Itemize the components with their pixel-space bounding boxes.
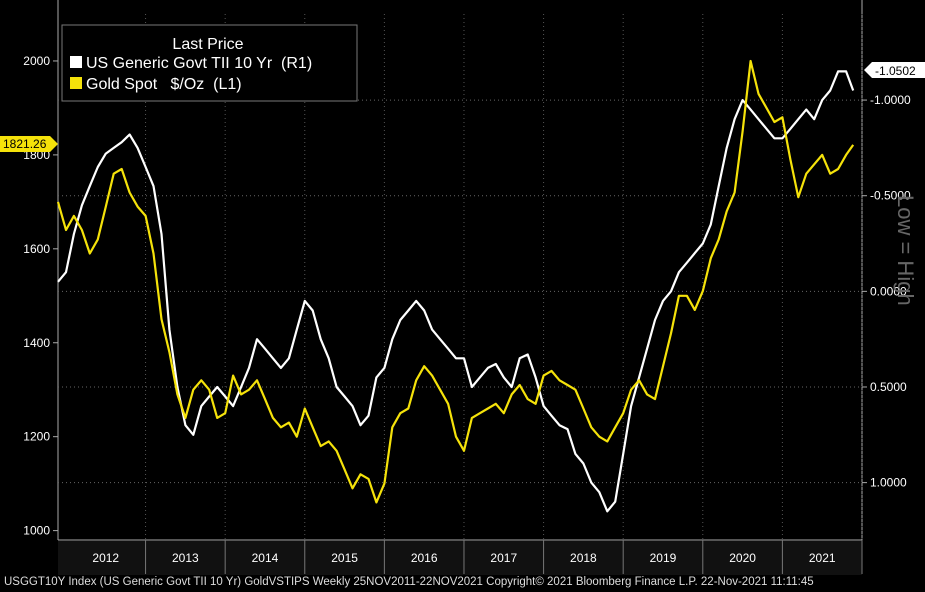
x-axis-band — [58, 541, 862, 575]
right-badge-text: -1.0502 — [875, 64, 916, 78]
x-tick-label: 2014 — [252, 551, 279, 565]
legend-swatch-gold — [70, 77, 82, 89]
x-tick-label: 2013 — [172, 551, 199, 565]
right-tick-label: 1.0000 — [870, 476, 907, 490]
legend-swatch-tii — [70, 56, 82, 68]
right-axis-label: Low = High — [893, 195, 918, 306]
x-tick-label: 2021 — [809, 551, 836, 565]
left-tick-label: 1400 — [23, 336, 50, 350]
footer-caption: USGGT10Y Index (US Generic Govt TII 10 Y… — [4, 576, 814, 588]
x-tick-label: 2017 — [490, 551, 517, 565]
grid — [57, 0, 863, 575]
right-tick-label: -1.0000 — [870, 93, 911, 107]
left-tick-label: 1000 — [23, 524, 50, 538]
right-axis: -1.0000 -0.5000 0.0000 0.5000 1.0000 — [862, 93, 911, 490]
left-tick-label: 2000 — [23, 54, 50, 68]
series-layer — [56, 59, 855, 513]
legend: Last Price US Generic Govt TII 10 Yr (R1… — [61, 24, 358, 102]
left-tick-label: 1200 — [23, 430, 50, 444]
right-tick-label: -0.5000 — [870, 189, 911, 203]
x-tick-label: 2018 — [570, 551, 597, 565]
legend-label-gold: Gold Spot $/Oz (L1) — [86, 76, 242, 93]
x-tick-label: 2016 — [411, 551, 438, 565]
x-tick-label: 2015 — [331, 551, 358, 565]
right-value-badge: -1.0502 — [864, 62, 925, 78]
right-tick-label: 0.0000 — [870, 284, 907, 298]
right-tick-label: 0.5000 — [870, 380, 907, 394]
x-tick-label: 2019 — [650, 551, 677, 565]
series-line-tii — [57, 70, 855, 513]
series-line-gold — [56, 59, 855, 504]
left-tick-label: 1600 — [23, 242, 50, 256]
x-tick-label: 2012 — [92, 551, 119, 565]
x-axis: 2012 2013 2014 2015 2016 2017 2018 2019 2020 2021 — [92, 540, 863, 574]
left-badge-text: 1821.26 — [3, 137, 47, 151]
x-tick-label: 2020 — [729, 551, 756, 565]
legend-label-tii: US Generic Govt TII 10 Yr (R1) — [86, 55, 312, 72]
legend-title: Last Price — [172, 36, 243, 53]
left-value-badge: 1821.26 — [0, 136, 58, 152]
